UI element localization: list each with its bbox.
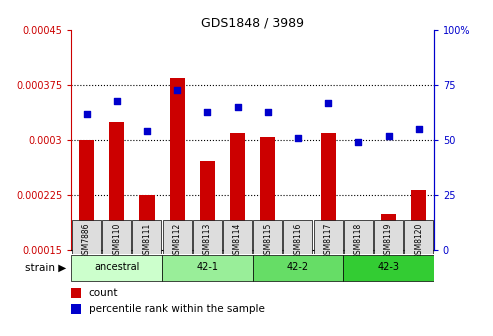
Text: GSM8115: GSM8115 (263, 223, 272, 259)
Bar (411, 190, 426, 336)
FancyBboxPatch shape (374, 220, 403, 254)
Text: GSM8114: GSM8114 (233, 223, 242, 259)
Text: GSM7886: GSM7886 (82, 223, 91, 259)
Text: count: count (89, 288, 118, 298)
Text: GSM8120: GSM8120 (414, 223, 423, 259)
FancyBboxPatch shape (223, 220, 252, 254)
Bar (71, 288, 81, 298)
Text: 42-2: 42-2 (287, 262, 309, 272)
Point (415, 127, 423, 132)
Point (385, 133, 392, 138)
FancyBboxPatch shape (344, 220, 373, 254)
Bar (79, 140, 94, 336)
Point (83, 111, 91, 117)
Point (324, 100, 332, 106)
FancyBboxPatch shape (162, 255, 252, 281)
Text: ancestral: ancestral (94, 262, 140, 272)
Bar (71, 304, 81, 314)
Bar (230, 133, 245, 336)
Point (234, 104, 242, 110)
Bar (290, 232, 306, 336)
Text: GSM8116: GSM8116 (293, 223, 303, 259)
Point (113, 98, 121, 103)
Bar (140, 195, 154, 336)
FancyBboxPatch shape (163, 220, 192, 254)
Text: GSM8113: GSM8113 (203, 223, 212, 259)
FancyBboxPatch shape (102, 220, 131, 254)
Bar (260, 137, 275, 336)
FancyBboxPatch shape (404, 220, 433, 254)
Bar (381, 214, 396, 336)
FancyBboxPatch shape (193, 220, 222, 254)
FancyBboxPatch shape (252, 255, 343, 281)
Text: GSM8112: GSM8112 (173, 223, 182, 259)
Text: 42-1: 42-1 (196, 262, 218, 272)
FancyBboxPatch shape (133, 220, 162, 254)
Bar (200, 161, 215, 336)
FancyBboxPatch shape (72, 220, 101, 254)
Point (264, 109, 272, 114)
Bar (320, 133, 336, 336)
Text: GSM8117: GSM8117 (323, 223, 333, 259)
Point (294, 135, 302, 141)
Point (354, 140, 362, 145)
FancyBboxPatch shape (253, 220, 282, 254)
Text: GSM8111: GSM8111 (142, 223, 151, 259)
Text: GSM8119: GSM8119 (384, 223, 393, 259)
FancyBboxPatch shape (343, 255, 434, 281)
Text: percentile rank within the sample: percentile rank within the sample (89, 304, 265, 314)
Text: GSM8118: GSM8118 (354, 223, 363, 259)
FancyBboxPatch shape (283, 220, 313, 254)
Text: 42-3: 42-3 (378, 262, 399, 272)
FancyBboxPatch shape (71, 255, 162, 281)
Title: GDS1848 / 3989: GDS1848 / 3989 (201, 16, 304, 29)
Point (173, 87, 181, 92)
Point (204, 109, 211, 114)
FancyBboxPatch shape (314, 220, 343, 254)
Bar (351, 242, 366, 336)
Point (143, 129, 151, 134)
Bar (170, 78, 185, 336)
Text: GSM8110: GSM8110 (112, 223, 121, 259)
Bar (109, 122, 124, 336)
Text: strain ▶: strain ▶ (25, 263, 67, 273)
